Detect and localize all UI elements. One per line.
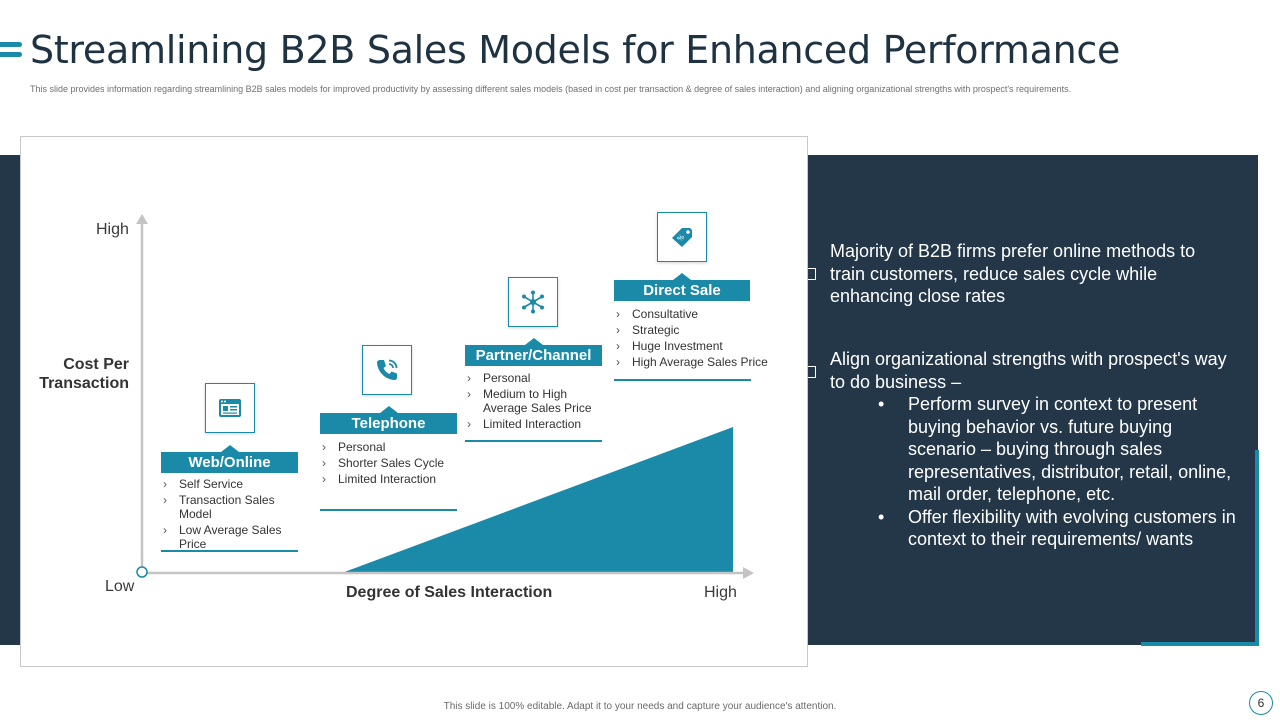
model-point: Shorter Sales Cycle <box>320 456 460 470</box>
page-number: 6 <box>1249 691 1273 715</box>
x-axis-title: Degree of Sales Interaction <box>346 584 553 601</box>
insight-point-1: Majority of B2B firms prefer online meth… <box>830 241 1196 306</box>
model-point: Personal <box>320 440 460 454</box>
model-point: Consultative <box>614 307 794 321</box>
x-axis-arrow <box>743 567 754 579</box>
network-icon <box>508 277 558 327</box>
model-label-partner-channel: Partner/Channel <box>465 338 602 366</box>
model-point: Strategic <box>614 323 794 337</box>
model-point: Transaction Sales Model <box>161 493 291 521</box>
model-point: Huge Investment <box>614 339 794 353</box>
sales-model-chart: High Cost Per Transaction Low Degree of … <box>20 136 808 667</box>
model-point: High Average Sales Price <box>614 355 794 369</box>
panel-accent-vertical <box>1255 450 1259 646</box>
model-point: Personal <box>465 371 605 385</box>
sub-point: Offer flexibility with evolving customer… <box>878 506 1238 551</box>
y-axis-arrow <box>136 214 148 224</box>
svg-text:%: % <box>676 233 687 244</box>
model-points-telephone: Personal Shorter Sales Cycle Limited Int… <box>320 440 460 488</box>
x-axis-high-label: High <box>704 584 737 601</box>
chart-axes <box>136 214 754 579</box>
model-label-direct-sale: Direct Sale <box>614 273 750 301</box>
model-point: Limited Interaction <box>465 417 605 431</box>
model-label-telephone: Telephone <box>320 406 457 434</box>
slide-subtitle: This slide provides information regardin… <box>30 84 1072 94</box>
insight-sub-points: Perform survey in context to present buy… <box>878 393 1238 551</box>
model-points-direct-sale: Consultative Strategic Huge Investment H… <box>614 307 794 371</box>
model-rule <box>614 379 751 381</box>
title-accent-mark <box>0 42 22 60</box>
y-axis-high-label: High <box>96 221 129 238</box>
interaction-growth-area <box>339 427 733 574</box>
model-rule <box>320 509 457 511</box>
y-axis-title: Cost Per Transaction <box>39 356 129 392</box>
model-point: Self Service <box>161 477 291 491</box>
model-point: Low Average Sales Price <box>161 523 291 551</box>
slide-footer: This slide is 100% editable. Adapt it to… <box>443 701 837 712</box>
axis-origin <box>136 566 148 578</box>
model-rule <box>161 550 298 552</box>
phone-icon <box>362 345 412 395</box>
insight-point-2: Align organizational strengths with pros… <box>830 349 1227 392</box>
model-points-partner-channel: Personal Medium to High Average Sales Pr… <box>465 371 605 433</box>
y-axis-low-label: Low <box>105 578 135 595</box>
price-tag-icon: % <box>657 212 707 262</box>
model-point: Medium to High Average Sales Price <box>465 387 605 415</box>
panel-accent-horizontal <box>1141 642 1259 646</box>
model-point: Limited Interaction <box>320 472 460 486</box>
sub-point: Perform survey in context to present buy… <box>878 393 1238 506</box>
model-label-web-online: Web/Online <box>161 445 298 473</box>
web-browser-icon <box>205 383 255 433</box>
slide-title: Streamlining B2B Sales Models for Enhanc… <box>30 28 1121 72</box>
model-points-web-online: Self Service Transaction Sales Model Low… <box>161 477 291 553</box>
model-rule <box>465 440 602 442</box>
